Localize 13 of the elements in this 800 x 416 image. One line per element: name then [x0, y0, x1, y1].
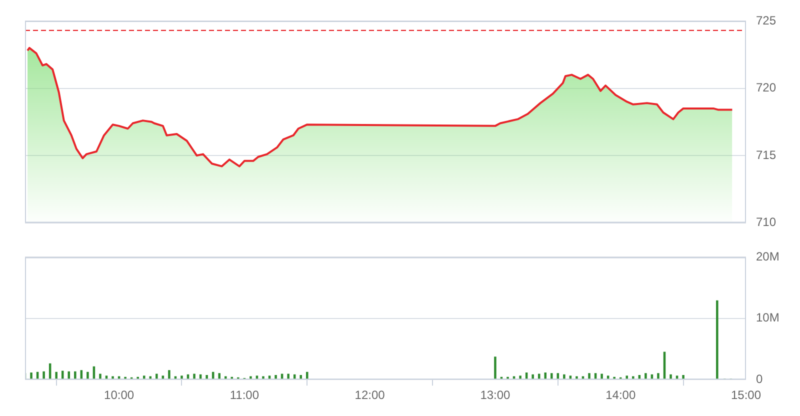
y-tick-label: 20M [756, 250, 780, 264]
x-tick-label: 13:00 [480, 388, 511, 402]
x-tick-label: 11:00 [230, 388, 260, 402]
x-tick-label: 12:00 [354, 388, 386, 402]
y-tick-label: 10M [756, 310, 780, 325]
x-tick-label: 10:00 [104, 388, 134, 402]
y-tick-label: 725 [756, 13, 776, 28]
y-tick-label: 0 [756, 372, 763, 386]
x-tick-label: 15:00 [730, 388, 762, 402]
x-tick-label: 14:00 [606, 388, 636, 402]
y-tick-label: 710 [756, 215, 776, 230]
y-tick-label: 715 [756, 148, 776, 162]
y-tick-label: 720 [756, 80, 776, 95]
